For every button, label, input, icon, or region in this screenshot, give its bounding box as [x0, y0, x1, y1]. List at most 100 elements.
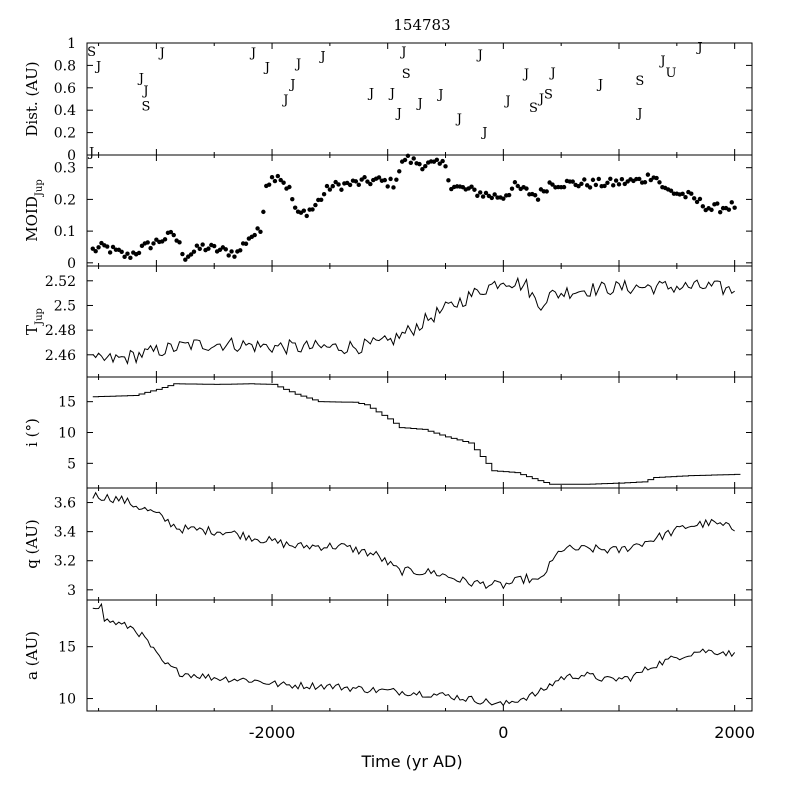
moid-point: [729, 200, 734, 205]
moid-point: [162, 237, 168, 242]
y-tick-label: 2.5: [54, 298, 76, 314]
y-tick-label: 3: [67, 583, 76, 599]
moid-point: [119, 249, 124, 255]
y-tick-label: 2.48: [45, 323, 76, 339]
moid-point: [637, 176, 642, 182]
y-axis-title: a (AU): [23, 631, 41, 680]
y-tick-label: 2.46: [45, 348, 76, 364]
panel-moid: 0 0.1 0.2 0.3 MOIDJup: [23, 153, 753, 272]
moid-point: [223, 247, 228, 252]
moid-point: [700, 204, 706, 209]
moid-point: [275, 173, 281, 179]
moid-point: [576, 184, 581, 189]
moid-point: [365, 179, 370, 184]
moid-point: [475, 193, 480, 198]
moid-point: [397, 169, 402, 174]
moid-point: [197, 246, 202, 252]
moid-point: [715, 201, 720, 206]
moid-point: [492, 192, 497, 197]
moid-point: [330, 183, 335, 189]
moid-point: [212, 243, 217, 249]
moid-point: [608, 176, 613, 181]
close-approach-jupiter: J: [399, 45, 406, 60]
y-tick-label: 3.2: [54, 554, 76, 570]
panel-inc: 5 10 15 i (°): [23, 376, 753, 489]
moid-point: [376, 175, 382, 180]
moid-point: [582, 177, 587, 182]
moid-point: [683, 195, 688, 200]
moid-point: [561, 184, 567, 190]
close-approach-jupiter: J: [503, 94, 510, 109]
moid-point: [266, 182, 272, 187]
moid-point: [362, 175, 367, 180]
moid-point: [304, 213, 309, 219]
panel-a: 10 15 a (AU): [23, 599, 753, 712]
moid-point: [570, 179, 575, 184]
moid-point: [680, 191, 685, 196]
moid-point: [333, 179, 338, 185]
close-approach-saturn: S: [635, 74, 644, 89]
moid-point: [506, 192, 512, 198]
moid-point: [255, 226, 260, 231]
moid-point: [90, 246, 95, 251]
moid-point: [301, 208, 307, 213]
moid-point: [327, 187, 333, 192]
moid-point: [238, 248, 243, 253]
moid-point: [509, 186, 515, 191]
close-approach-jupiter: J: [596, 77, 603, 92]
close-approach-jupiter: J: [87, 146, 94, 161]
moid-point: [281, 180, 286, 185]
moid-point: [290, 196, 295, 202]
y-tick-label: 0: [67, 148, 76, 164]
moid-point: [691, 196, 697, 201]
moid-point: [194, 243, 200, 248]
moid-point: [437, 161, 442, 166]
moid-point: [654, 175, 659, 181]
close-approach-jupiter: J: [695, 40, 702, 55]
moid-point: [532, 193, 538, 198]
moid-point: [709, 207, 714, 213]
moid-point: [188, 252, 194, 257]
moid-point: [480, 194, 486, 199]
close-approach-jupiter: J: [658, 54, 665, 69]
close-approach-jupiter: J: [294, 57, 301, 72]
panel-q: 3 3.2 3.4 3.6 q (AU): [23, 487, 753, 601]
moid-point: [622, 181, 627, 187]
moid-point: [535, 197, 541, 202]
moid-point: [388, 176, 393, 182]
y-tick-label: 0: [67, 256, 76, 272]
moid-point: [587, 185, 593, 190]
moid-point: [356, 182, 361, 188]
y-tick-label: 2.52: [45, 274, 76, 290]
moid-point: [611, 183, 616, 188]
series-line-inc: [92, 383, 741, 485]
close-approach-jupiter: J: [455, 112, 462, 127]
y-tick-label: 0.1: [54, 224, 76, 240]
close-approach-jupiter: J: [318, 49, 325, 64]
moid-point: [550, 182, 555, 187]
y-tick-label: 0.2: [54, 126, 76, 142]
moid-point: [229, 249, 234, 254]
series-line-tjup: [92, 276, 735, 365]
moid-point: [544, 189, 549, 194]
moid-point: [226, 253, 231, 258]
y-tick-label: 0.4: [54, 103, 76, 119]
moid-point: [151, 241, 156, 246]
close-approach-jupiter: J: [480, 125, 487, 140]
y-tick-label: 1: [67, 36, 76, 52]
moid-point: [353, 179, 359, 184]
moid-point: [148, 245, 153, 251]
moid-point: [313, 202, 318, 208]
moid-point: [411, 156, 416, 161]
close-approach-saturn: S: [402, 67, 411, 82]
panel-frame: [86, 265, 753, 378]
y-tick-label: 3.6: [54, 496, 76, 512]
moid-point: [278, 177, 283, 183]
y-tick-label: 0.3: [54, 161, 76, 177]
moid-point: [501, 196, 506, 201]
moid-point: [324, 183, 330, 189]
close-approach-jupiter: J: [137, 72, 144, 87]
x-tick-label: -2000: [249, 723, 296, 742]
close-approach-uranus: U: [666, 66, 677, 81]
